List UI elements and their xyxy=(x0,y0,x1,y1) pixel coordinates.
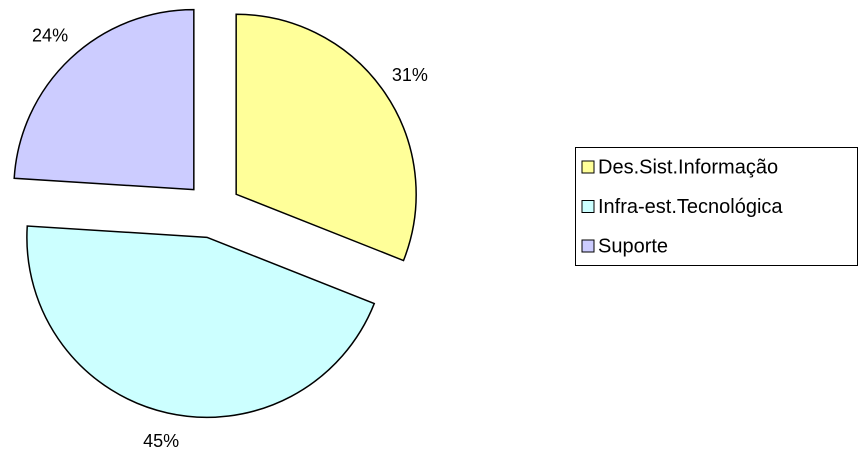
pie-slice xyxy=(235,13,417,262)
pie-slice xyxy=(26,225,376,419)
data-label: 45% xyxy=(143,431,179,449)
legend-label: Infra-est.Tecnológica xyxy=(598,196,783,218)
legend-swatch xyxy=(581,239,595,253)
legend-label: Des.Sist.Informação xyxy=(598,156,778,178)
legend-swatch xyxy=(581,200,595,213)
legend-swatch xyxy=(581,160,595,174)
legend-box xyxy=(575,147,858,266)
legend-label: Suporte xyxy=(598,235,668,257)
data-label: 24% xyxy=(32,25,68,45)
data-label: 31% xyxy=(392,65,428,85)
pie-slice xyxy=(13,8,195,191)
